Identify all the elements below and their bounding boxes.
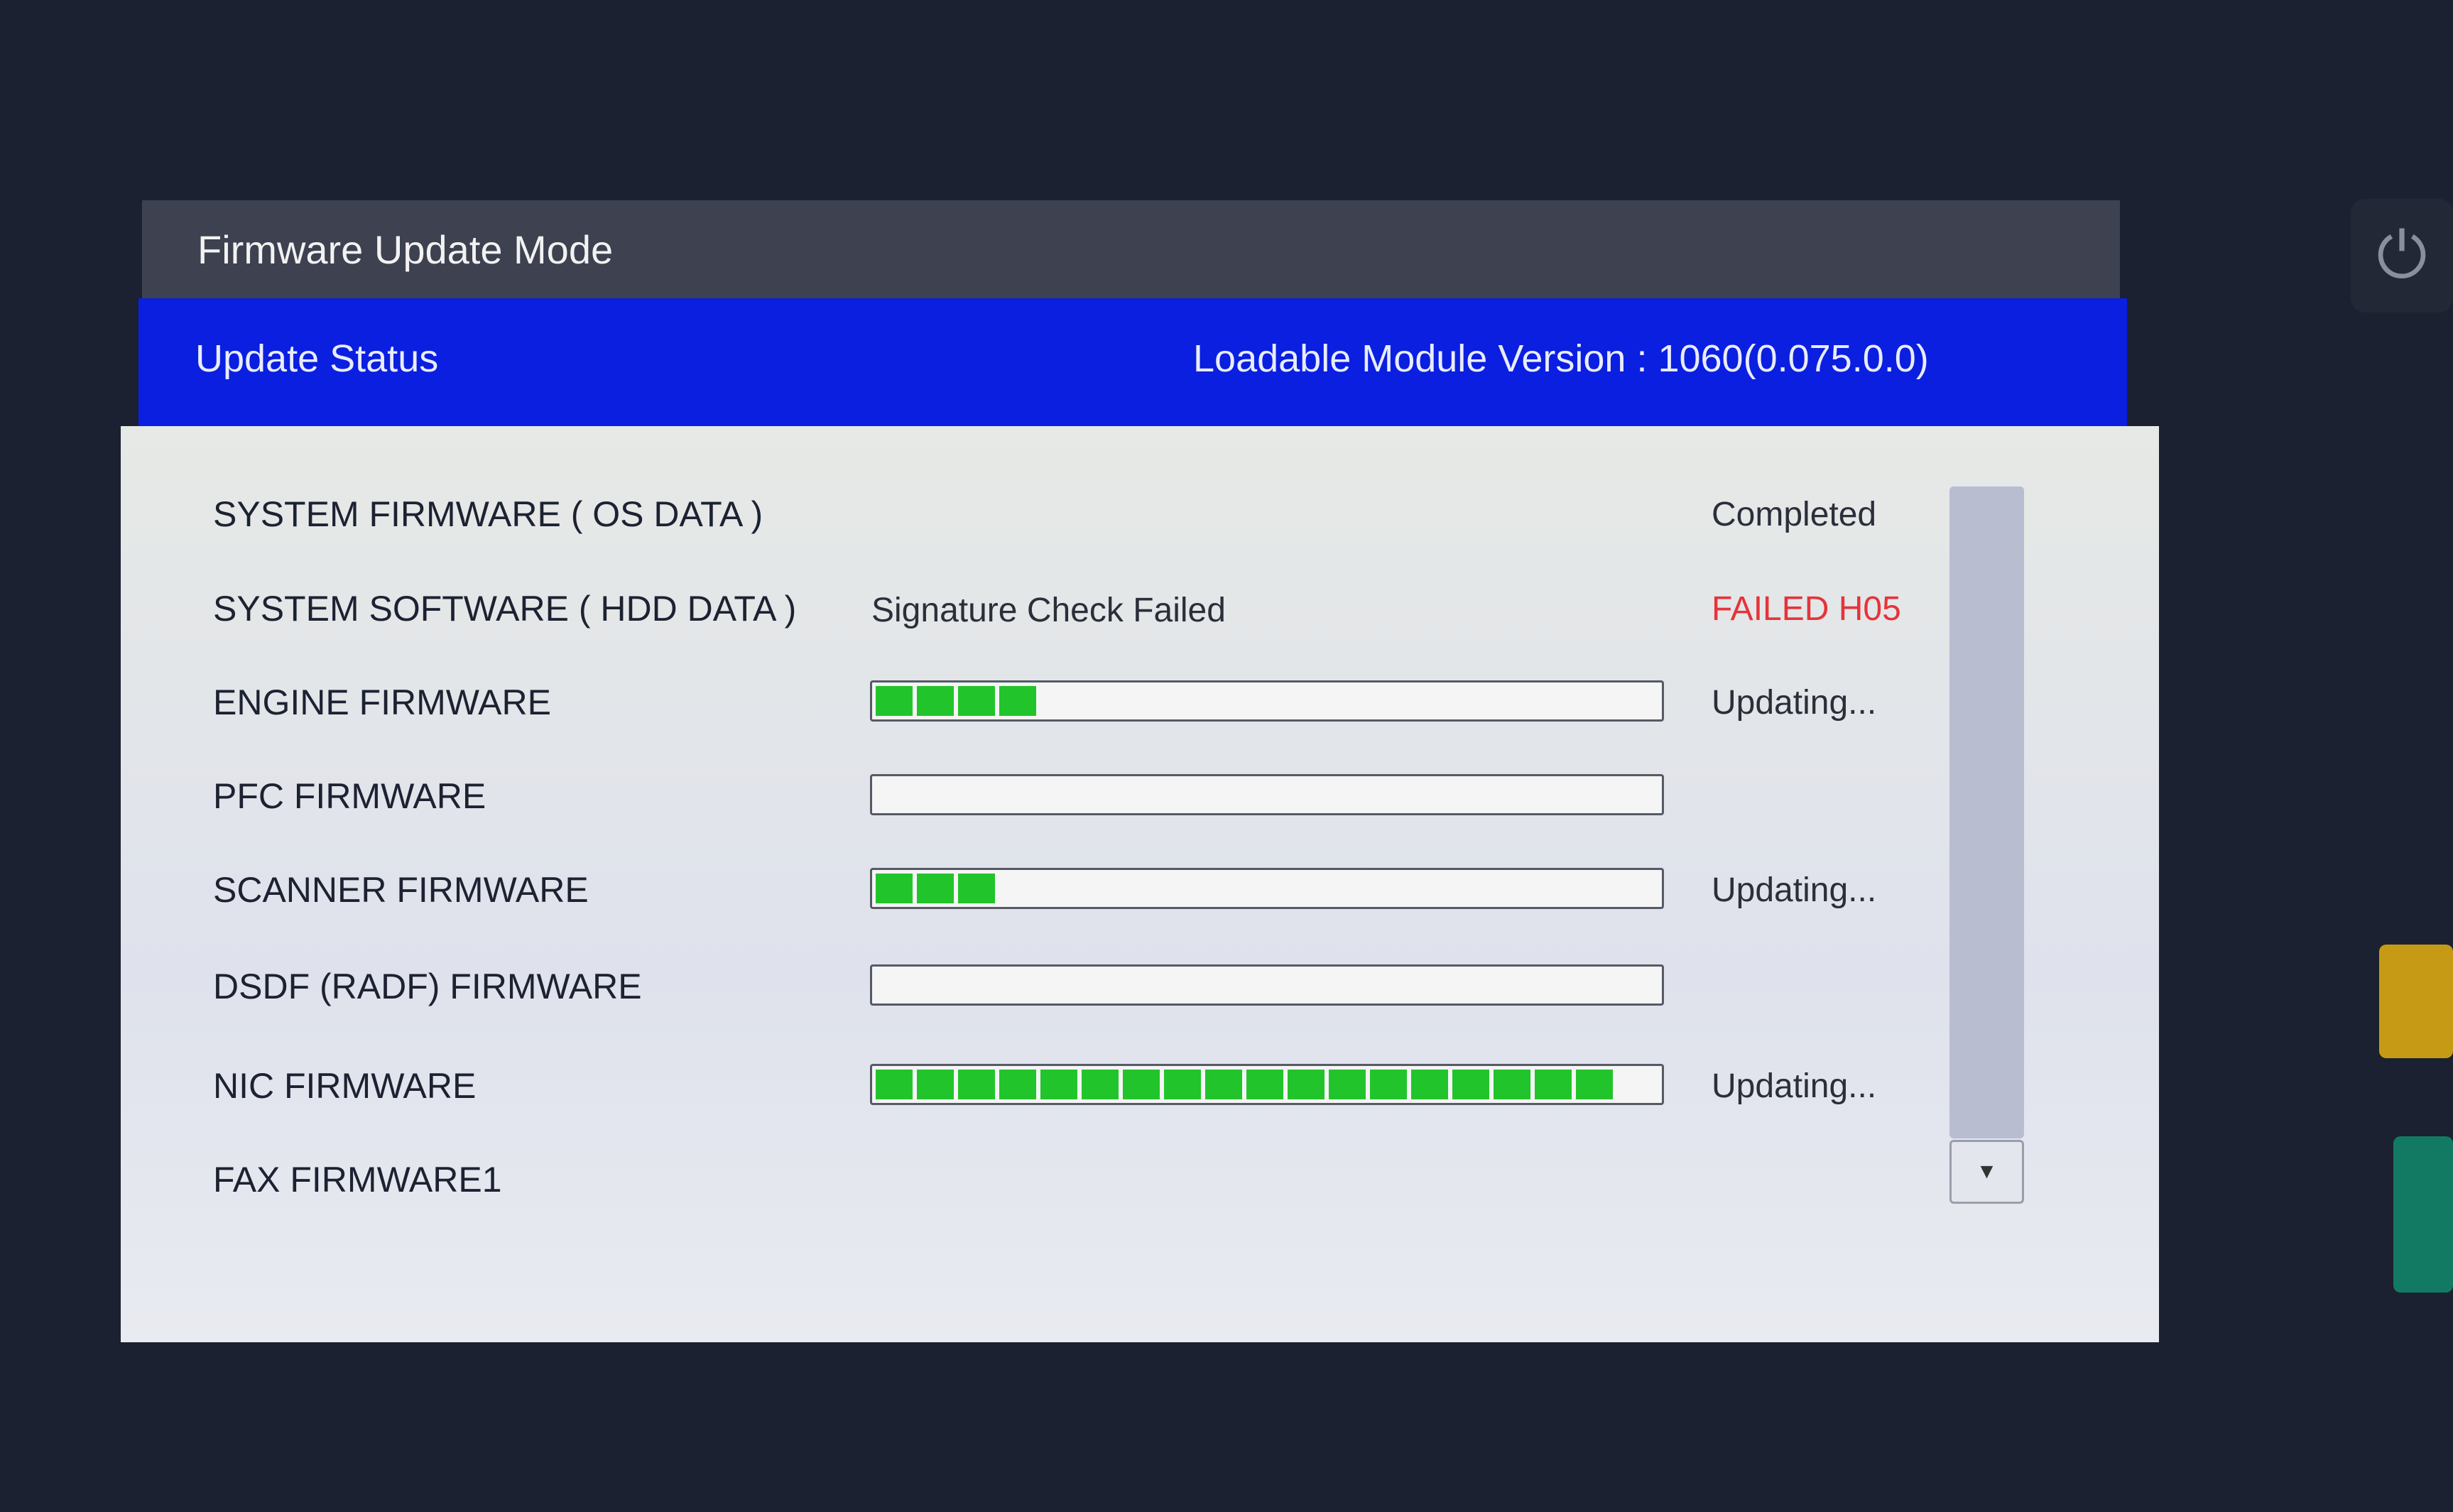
scrollbar[interactable] [1949, 486, 2024, 1138]
progress-segment [999, 1070, 1036, 1099]
progress-bar [870, 680, 1664, 722]
progress-segment [1288, 1070, 1325, 1099]
progress-segment [958, 874, 995, 903]
progress-segment [1452, 1070, 1489, 1099]
progress-segment [958, 1070, 995, 1099]
progress-bar [870, 964, 1664, 1006]
progress-segment [1576, 1070, 1613, 1099]
window-title: Firmware Update Mode [142, 200, 2120, 300]
item-label: SYSTEM SOFTWARE ( HDD DATA ) [213, 589, 797, 629]
progress-segment [1494, 1070, 1530, 1099]
firmware-list: ▲ ▼ SYSTEM FIRMWARE ( OS DATA )Completed… [121, 426, 2159, 1342]
progress-segment [1535, 1070, 1572, 1099]
progress-segment [958, 686, 995, 716]
item-label: PFC FIRMWARE [213, 776, 486, 816]
power-button[interactable]: ⏻ [2351, 199, 2453, 312]
progress-segment [917, 874, 954, 903]
progress-segment [876, 686, 913, 716]
progress-segment [1246, 1070, 1283, 1099]
module-version: Loadable Module Version : 1060(0.075.0.0… [1193, 337, 1929, 380]
progress-bar [870, 774, 1664, 815]
progress-segment [1040, 1070, 1077, 1099]
progress-segment [1123, 1070, 1160, 1099]
progress-segment [876, 874, 913, 903]
status-header: Update Status Loadable Module Version : … [138, 298, 2127, 426]
progress-segment [876, 1070, 913, 1099]
item-label: ENGINE FIRMWARE [213, 682, 551, 722]
hardware-button[interactable] [2379, 945, 2453, 1058]
progress-bar [870, 868, 1664, 909]
progress-segment [917, 686, 954, 716]
progress-segment [917, 1070, 954, 1099]
progress-segment [1411, 1070, 1448, 1099]
progress-segment [999, 686, 1036, 716]
progress-bar [870, 1064, 1664, 1105]
start-button[interactable] [2393, 1136, 2453, 1293]
item-label: FAX FIRMWARE1 [213, 1160, 502, 1200]
progress-segment [1329, 1070, 1366, 1099]
power-icon: ⏻ [2376, 220, 2427, 291]
item-status: Completed [1712, 496, 1877, 533]
item-status: Updating... [1712, 1067, 1877, 1105]
item-status: FAILED H05 [1712, 590, 1901, 628]
item-label: NIC FIRMWARE [213, 1066, 477, 1106]
progress-segment [1370, 1070, 1407, 1099]
progress-segment [1082, 1070, 1119, 1099]
progress-segment [1164, 1070, 1201, 1099]
error-message: Signature Check Failed [871, 592, 1226, 629]
triangle-down-icon: ▼ [1976, 1160, 1998, 1183]
item-label: SYSTEM FIRMWARE ( OS DATA ) [213, 494, 763, 534]
item-label: DSDF (RADF) FIRMWARE [213, 967, 642, 1006]
item-label: SCANNER FIRMWARE [213, 870, 589, 910]
scroll-down-button[interactable]: ▼ [1949, 1140, 2024, 1204]
item-status: Updating... [1712, 684, 1877, 722]
progress-segment [1205, 1070, 1242, 1099]
item-status: Updating... [1712, 871, 1877, 909]
header-title: Update Status [195, 337, 439, 380]
